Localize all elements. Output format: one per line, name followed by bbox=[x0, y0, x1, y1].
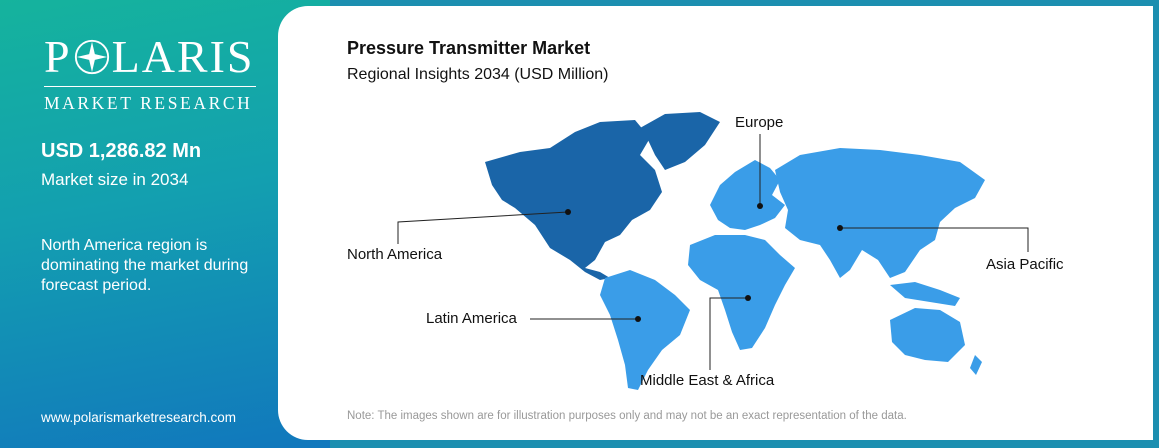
logo: P LARIS MARKET RESEARCH bbox=[44, 32, 256, 114]
label-asia-pacific: Asia Pacific bbox=[986, 256, 1064, 273]
label-middle-east-africa: Middle East & Africa bbox=[640, 372, 775, 389]
europe-shape bbox=[710, 160, 785, 230]
compass-star-icon bbox=[74, 39, 109, 75]
se-asia-islands-shape bbox=[890, 282, 960, 306]
disclaimer-note: Note: The images shown are for illustrat… bbox=[347, 410, 907, 422]
greenland-shape bbox=[640, 112, 720, 170]
australia-shape bbox=[890, 308, 965, 362]
website-link[interactable]: www.polarismarketresearch.com bbox=[41, 410, 237, 425]
logo-letters-laris: LARIS bbox=[111, 31, 255, 82]
south-america-shape bbox=[600, 270, 690, 390]
world-map bbox=[485, 112, 985, 390]
left-panel bbox=[0, 0, 330, 448]
insight-text: North America region is dominating the m… bbox=[41, 237, 249, 294]
chart-title: Pressure Transmitter Market bbox=[347, 38, 591, 58]
logo-tagline: MARKET RESEARCH bbox=[44, 86, 256, 114]
africa-shape bbox=[688, 235, 795, 350]
new-zealand-shape bbox=[970, 355, 982, 375]
asia-shape bbox=[775, 148, 985, 278]
north-america-shape bbox=[485, 120, 662, 280]
logo-letter-p: P bbox=[44, 31, 72, 82]
market-size-label: Market size in 2034 bbox=[41, 170, 189, 189]
label-europe: Europe bbox=[735, 114, 784, 131]
market-size-value: USD 1,286.82 Mn bbox=[41, 140, 202, 162]
label-north-america: North America bbox=[347, 246, 443, 263]
chart-subtitle: Regional Insights 2034 (USD Million) bbox=[347, 66, 609, 83]
logo-title: P LARIS bbox=[44, 32, 256, 82]
label-latin-america: Latin America bbox=[426, 310, 517, 327]
